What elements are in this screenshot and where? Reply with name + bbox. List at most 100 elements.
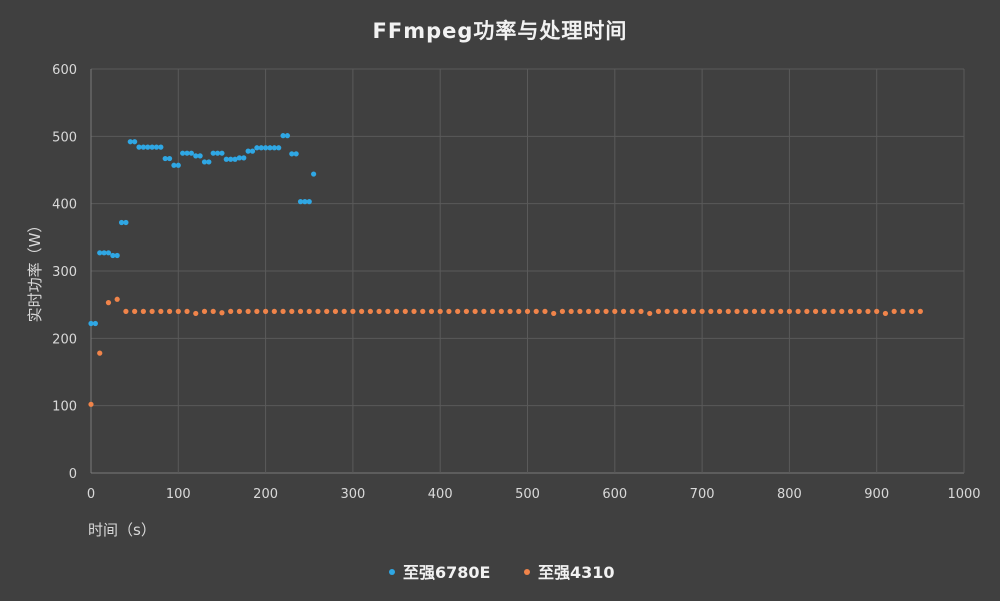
data-point-series-1 xyxy=(223,156,229,162)
data-point-series-2 xyxy=(664,308,670,314)
data-point-series-1 xyxy=(210,150,216,156)
data-point-series-1 xyxy=(271,145,277,151)
data-point-series-2 xyxy=(647,310,653,317)
data-point-series-2 xyxy=(874,308,880,314)
data-point-series-1 xyxy=(267,145,273,151)
data-point-series-2 xyxy=(359,308,365,314)
data-point-series-2 xyxy=(760,308,766,314)
data-point-series-1 xyxy=(180,150,186,156)
data-point-series-1 xyxy=(127,139,133,145)
data-point-series-2 xyxy=(891,308,897,314)
data-point-series-2 xyxy=(812,308,819,314)
data-point-series-2 xyxy=(900,308,906,314)
data-point-series-2 xyxy=(708,308,714,314)
data-point-series-2 xyxy=(193,310,199,317)
data-point-series-1 xyxy=(280,133,286,139)
x-tick-label: 900 xyxy=(864,487,889,502)
legend-marker-series-2 xyxy=(524,569,530,575)
data-point-series-2 xyxy=(795,308,801,314)
x-tick-label: 400 xyxy=(428,487,453,502)
data-point-series-2 xyxy=(725,308,731,314)
data-point-series-2 xyxy=(97,350,103,356)
data-point-series-2 xyxy=(542,308,548,314)
data-point-series-1 xyxy=(140,144,146,150)
data-point-series-1 xyxy=(158,144,164,150)
data-point-series-2 xyxy=(673,308,679,314)
data-point-series-1 xyxy=(232,156,238,162)
data-point-series-2 xyxy=(804,308,810,314)
data-point-series-2 xyxy=(420,308,426,314)
data-point-series-1 xyxy=(145,144,151,150)
data-point-series-1 xyxy=(110,252,116,259)
x-tick-label: 200 xyxy=(253,487,278,502)
plot-series xyxy=(88,133,923,407)
data-point-series-2 xyxy=(917,308,923,314)
data-point-series-2 xyxy=(533,308,539,314)
data-point-series-2 xyxy=(612,308,618,314)
data-point-series-1 xyxy=(311,171,317,177)
legend-label-series-1: 至强6780E xyxy=(403,563,490,582)
data-point-series-2 xyxy=(690,308,696,314)
data-point-series-2 xyxy=(306,308,312,314)
data-point-series-2 xyxy=(786,308,793,314)
x-tick-label: 0 xyxy=(87,487,95,502)
data-point-series-2 xyxy=(577,308,583,314)
data-point-series-2 xyxy=(245,308,251,314)
data-point-series-1 xyxy=(254,145,260,151)
data-point-series-2 xyxy=(455,308,461,314)
data-point-series-2 xyxy=(385,308,391,314)
data-point-series-1 xyxy=(306,199,312,205)
x-tick-label: 500 xyxy=(515,487,540,502)
legend-label-series-2: 至强4310 xyxy=(538,563,615,582)
x-tick-label: 300 xyxy=(340,487,365,502)
data-point-series-2 xyxy=(201,308,208,314)
y-tick-label: 600 xyxy=(52,63,77,78)
legend-item-series-2[interactable]: 至强4310 xyxy=(524,563,615,582)
data-point-series-2 xyxy=(734,308,740,314)
data-point-series-2 xyxy=(324,308,330,314)
data-point-series-2 xyxy=(332,308,339,314)
data-point-series-2 xyxy=(682,308,688,314)
data-point-series-2 xyxy=(297,308,304,314)
data-point-series-2 xyxy=(586,308,592,314)
data-point-series-1 xyxy=(258,145,264,151)
data-point-series-2 xyxy=(315,308,321,314)
data-point-series-1 xyxy=(166,155,173,162)
data-point-series-2 xyxy=(123,308,129,314)
data-point-series-2 xyxy=(393,308,400,314)
data-point-series-2 xyxy=(847,308,854,314)
legend-marker-series-1 xyxy=(389,569,395,575)
data-point-series-2 xyxy=(620,308,627,314)
legend-item-series-1[interactable]: 至强6780E xyxy=(389,563,490,582)
data-point-series-2 xyxy=(472,308,478,314)
data-point-series-2 xyxy=(821,308,827,314)
data-point-series-2 xyxy=(743,308,749,314)
data-point-series-2 xyxy=(568,308,574,314)
data-point-series-2 xyxy=(367,308,373,314)
data-point-series-2 xyxy=(655,308,662,314)
legend[interactable]: 至强6780E 至强4310 xyxy=(389,563,615,582)
x-tick-label: 1000 xyxy=(947,487,980,502)
data-point-series-2 xyxy=(463,308,469,314)
data-point-series-1 xyxy=(136,144,142,150)
data-point-series-2 xyxy=(751,308,758,314)
data-point-series-2 xyxy=(516,308,522,314)
x-tick-label: 800 xyxy=(777,487,802,502)
data-point-series-2 xyxy=(629,308,635,314)
data-point-series-2 xyxy=(638,308,644,314)
data-point-series-2 xyxy=(856,308,862,314)
y-axis-title: 实时功率（W） xyxy=(26,218,44,323)
y-tick-label: 400 xyxy=(52,198,77,213)
data-point-series-2 xyxy=(769,308,775,314)
x-tick-label: 600 xyxy=(602,487,627,502)
data-point-series-1 xyxy=(219,150,225,156)
data-point-series-1 xyxy=(302,199,308,205)
data-point-series-2 xyxy=(489,308,496,314)
x-axis-title: 时间（s） xyxy=(88,521,156,539)
data-point-series-2 xyxy=(228,308,234,314)
x-tick-label: 700 xyxy=(690,487,715,502)
data-point-series-2 xyxy=(402,308,408,314)
data-point-series-2 xyxy=(263,308,269,314)
data-point-series-2 xyxy=(350,308,356,314)
